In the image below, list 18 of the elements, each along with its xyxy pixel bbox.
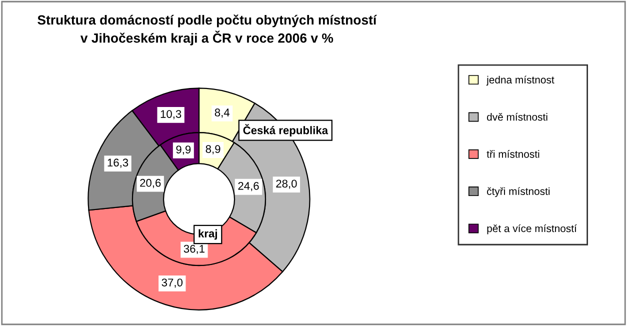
- data-label: 24,6: [238, 182, 259, 192]
- legend-label: čtyři místnosti: [487, 187, 550, 198]
- data-label: 28,0: [276, 180, 297, 189]
- legend-label: pět a více místností: [487, 224, 577, 234]
- data-label: 36,1: [184, 244, 204, 254]
- data-label: 9,9: [176, 146, 191, 155]
- slice-label: Česká republika: [243, 124, 328, 136]
- slice-label: kraj: [198, 229, 217, 240]
- chart-title: Struktura domácností podle počtu obytných místností v Jihočeském kraji a ČR v roce 2006 v %: [38, 14, 377, 46]
- legend-label: jedna místnost: [486, 76, 554, 86]
- data-label: 16,3: [108, 158, 128, 168]
- data-label: 8,9: [206, 145, 220, 154]
- data-label: 8,4: [214, 108, 230, 118]
- legend-label: dvě místnosti: [487, 112, 548, 121]
- data-label: 37,0: [162, 278, 183, 288]
- legend-label: tři místnosti: [486, 150, 540, 158]
- data-label: 20,6: [140, 178, 161, 188]
- data-label: 10,3: [160, 110, 182, 120]
